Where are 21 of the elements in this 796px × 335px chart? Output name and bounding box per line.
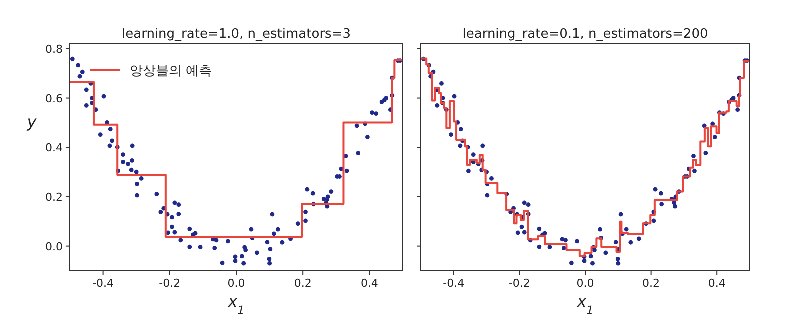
x-tick-label: 0.2	[642, 277, 660, 290]
legend-label: 앙상블의 예측	[130, 64, 212, 79]
x-tick-label: 0.4	[708, 277, 726, 290]
x-tick-label: -0.2	[159, 277, 181, 290]
x-tick-label: 0.0	[228, 277, 246, 290]
y-tick-label: 0.6	[46, 92, 63, 106]
x-tick-label: 0.2	[294, 277, 312, 290]
y-tick-label: 0.8	[46, 42, 63, 56]
y-tick-label: 0.2	[46, 190, 63, 204]
x-tick-label: -0.2	[508, 277, 530, 290]
x-axis-title: x$_{1}$	[576, 292, 594, 316]
chart-title: learning_rate=1.0, n_estimators=3	[122, 27, 351, 42]
x-axis-title: x$_{1}$	[227, 292, 245, 316]
y-tick-label: 0.4	[46, 142, 63, 155]
chart-title: learning_rate=0.1, n_estimators=200	[462, 27, 708, 42]
y-tick-label: 0.0	[46, 240, 63, 254]
x-tick-label: -0.4	[443, 277, 465, 290]
x-tick-label: 0.4	[360, 277, 378, 290]
y-axis-title: y	[26, 112, 38, 132]
x-tick-label: 0.0	[576, 277, 594, 290]
x-tick-label: -0.4	[92, 277, 114, 290]
